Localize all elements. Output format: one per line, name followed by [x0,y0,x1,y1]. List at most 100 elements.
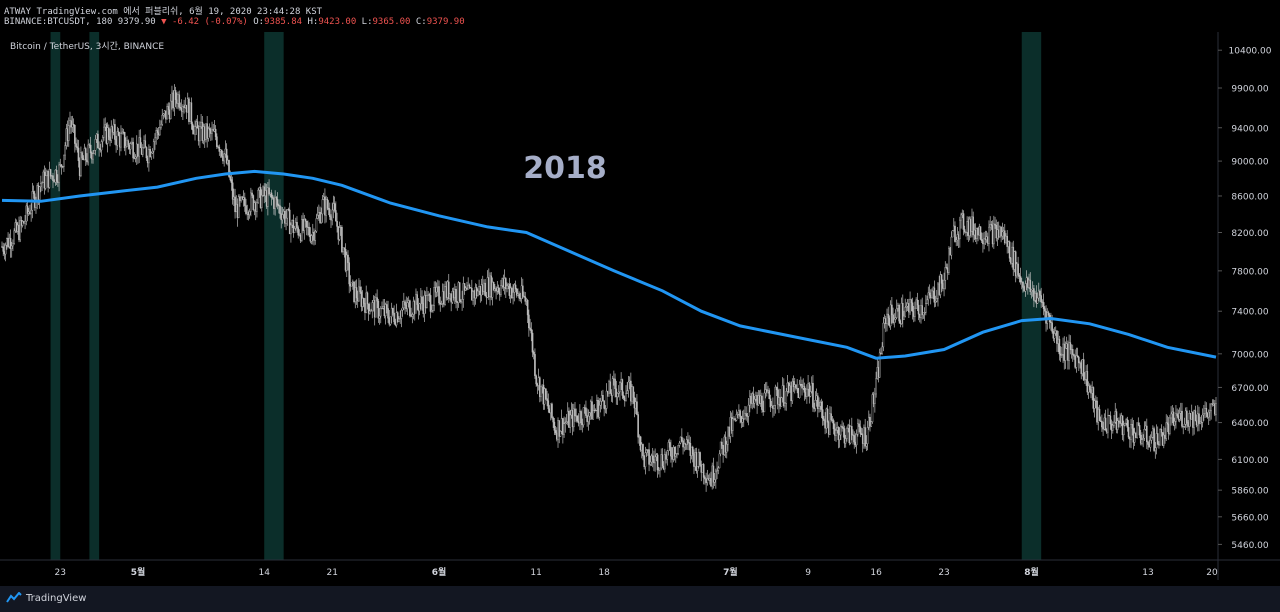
candle-body [717,467,720,471]
candle-body [418,303,421,312]
candle-body [1188,413,1191,427]
open-value: 9385.84 [264,17,303,27]
candle-body [784,403,786,407]
candle-body [661,454,664,467]
candle-body [565,421,568,423]
candle-body [768,390,771,399]
candle-body [458,282,461,302]
candle-body [806,388,808,397]
candle-body [704,477,706,480]
candle-body [725,444,728,453]
candle-body [1201,414,1204,423]
published-by-line: ATWAY TradingView.com 에서 퍼블리쉬, 6월 19, 20… [4,4,322,17]
time-axis[interactable]: 23 5월 14 21 6월 11 18 7월 9 16 23 8월 13 20 [55,566,1218,578]
candle-body [821,409,824,420]
candle-body [60,164,63,167]
candle-body [426,295,428,308]
candle-body [1058,338,1061,355]
candle-body [1019,276,1022,283]
candle-body [1141,439,1143,444]
candle-body [218,146,221,152]
candle-body [814,400,817,409]
candle-body [1127,427,1130,438]
candle-body [1104,417,1107,431]
candle-body [739,410,741,417]
candle-body [614,378,616,390]
candle-body [773,405,775,409]
candle-body [546,398,548,401]
chart-title: Bitcoin / TetherUS, 3시간, BINANCE [10,41,164,52]
candle-body [585,407,587,416]
time-tick-label: 8월 [1024,566,1039,578]
candle-body [870,421,873,427]
candle-body [161,115,164,125]
candle-body [268,187,270,195]
candle-body [1143,429,1146,439]
candle-body [506,285,508,290]
candle-body [940,274,943,284]
tradingview-logo[interactable]: TradingView [6,592,86,604]
candle-body [706,478,709,483]
candle-body [853,435,856,443]
candle-body [916,299,919,306]
candle-body [462,283,465,300]
candle-body [26,205,29,214]
candle-body [611,378,614,396]
chart-area[interactable]: Bitcoin / TetherUS, 3시간, BINANCE 2018 10… [0,32,1280,580]
candle-body [167,106,170,110]
candle-body [943,280,945,289]
candle-body [903,315,905,320]
time-tick-label: 5월 [131,566,146,578]
candle-body [1078,357,1080,364]
candle-body [338,227,341,240]
candle-body [603,400,605,409]
price-tick-label: 6100.00 [1231,456,1268,466]
candle-body [316,215,319,219]
candle-body [656,454,659,471]
candle-body [1166,422,1169,425]
candle-body [1000,226,1002,237]
candle-body [909,299,911,313]
price-tick-label: 9000.00 [1231,158,1268,168]
candle-body [1130,424,1132,440]
candle-body [812,382,814,408]
candle-body [1173,421,1176,426]
candle-body [963,229,966,233]
candle-body [644,452,647,467]
candle-body [399,318,401,320]
candle-body [616,393,619,398]
candle-body [632,386,635,398]
candle-body [659,467,661,471]
candle-body [1029,279,1032,292]
candle-body [376,297,378,302]
candle-body [534,354,536,376]
time-tick-label: 14 [258,568,270,578]
candle-body [582,407,585,426]
candle-body [116,131,119,146]
candle-body [846,428,848,439]
candle-body [230,179,233,183]
candle-body [288,209,291,235]
price-chart[interactable]: Bitcoin / TetherUS, 3시간, BINANCE 2018 10… [0,32,1280,580]
candle-body [285,217,287,224]
candle-body [125,146,127,149]
price-tick-label: 5860.00 [1231,487,1268,497]
high-label: H: [307,17,319,27]
candle-body [576,415,579,422]
price-axis[interactable]: 10400.00 9900.00 9400.00 9000.00 8600.00 8200… [1218,47,1272,551]
price-tick-label: 7800.00 [1231,267,1268,277]
candle-body [350,282,353,287]
candle-body [627,381,630,391]
candle-body [121,131,123,134]
candle-body [951,230,954,238]
candle-body [127,140,130,146]
high-value: 9423.00 [318,17,357,27]
candle-body [551,403,553,418]
candle-body [935,298,938,302]
candle-body [1133,432,1136,443]
candle-body [526,300,529,316]
candle-body [331,209,334,221]
candle-body [98,147,100,149]
moving-average-line [1,169,1217,360]
candle-body [875,378,877,395]
